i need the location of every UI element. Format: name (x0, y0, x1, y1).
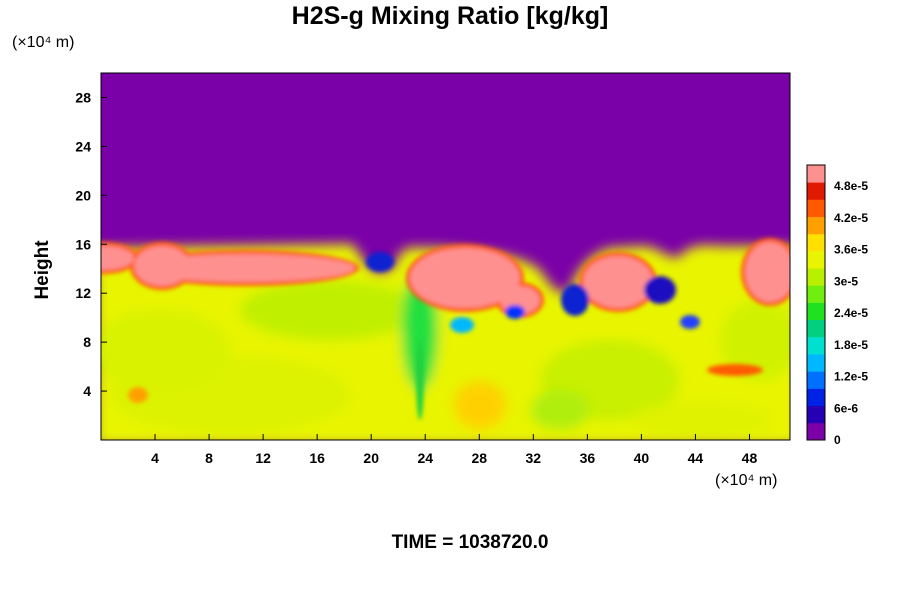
x-tick-label: 48 (742, 450, 758, 466)
y-tick-label: 8 (83, 334, 91, 350)
x-tick-label: 36 (580, 450, 596, 466)
x-tick-label: 32 (526, 450, 542, 466)
colorbar-tick-label: 4.2e-5 (834, 211, 868, 225)
y-tick-label: 20 (75, 187, 91, 203)
y-tick-label: 4 (83, 383, 91, 399)
colorbar-segment (807, 199, 825, 217)
colorbar-tick-label: 2.4e-5 (834, 306, 868, 320)
colorbar-tick-label: 1.8e-5 (834, 338, 868, 352)
y-tick-label: 28 (75, 89, 91, 105)
y-tick-label: 24 (75, 138, 91, 154)
colorbar-frame (806, 164, 826, 441)
x-tick-label: 8 (205, 450, 213, 466)
y-axis-ticks: 4 8 12 16 20 24 28 (75, 89, 107, 399)
y-tick-label: 12 (75, 285, 91, 301)
x-tick-label: 44 (688, 450, 704, 466)
colorbar-segment (807, 354, 825, 372)
x-tick-label: 28 (471, 450, 487, 466)
colorbar-tick-label: 3.6e-5 (834, 243, 868, 257)
colorbar-segment (807, 405, 825, 424)
x-axis-unit: (×10⁴ m) (715, 472, 778, 489)
colorbar-tick-label: 0 (834, 433, 841, 447)
x-tick-label: 40 (634, 450, 650, 466)
colorbar-segment (807, 302, 825, 321)
colorbar-segment (807, 422, 825, 441)
colorbar: 0 6e-6 1.2e-5 1.8e-5 2.4e-5 3e-5 3.6e-5 4.2e-5 4… (806, 164, 868, 447)
heatmap-field (101, 73, 790, 440)
colorbar-tick-label: 6e-6 (834, 401, 858, 415)
colorbar-segment (807, 182, 825, 200)
colorbar-segment (807, 388, 825, 407)
x-axis-ticks: 4 8 12 16 20 24 28 32 36 40 44 48 (151, 434, 757, 466)
colorbar-segment (807, 285, 825, 303)
x-tick-label: 4 (151, 450, 159, 466)
x-tick-label: 12 (255, 450, 271, 466)
colorbar-segment (807, 319, 825, 338)
x-tick-label: 16 (309, 450, 325, 466)
x-tick-label: 24 (417, 450, 433, 466)
colorbar-segment (807, 165, 825, 183)
time-label: TIME = 1038720.0 (391, 532, 549, 553)
colorbar-segment (807, 336, 825, 355)
colorbar-segment (807, 268, 825, 286)
colorbar-segment (807, 250, 825, 269)
y-axis-unit: (×10⁴ m) (12, 34, 75, 51)
top-layer (101, 238, 790, 420)
colorbar-tick-label: 3e-5 (834, 274, 858, 288)
y-tick-label: 16 (75, 236, 91, 252)
plot-frame (100, 72, 791, 441)
x-tick-label: 20 (363, 450, 379, 466)
colorbar-segment (807, 233, 825, 252)
colorbar-tick-label: 1.2e-5 (834, 370, 868, 384)
colorbar-segment (807, 216, 825, 235)
colorbar-tick-label: 4.8e-5 (834, 179, 868, 193)
colorbar-segment (807, 371, 825, 389)
chart-title: H2S-g Mixing Ratio [kg/kg] (291, 2, 609, 30)
